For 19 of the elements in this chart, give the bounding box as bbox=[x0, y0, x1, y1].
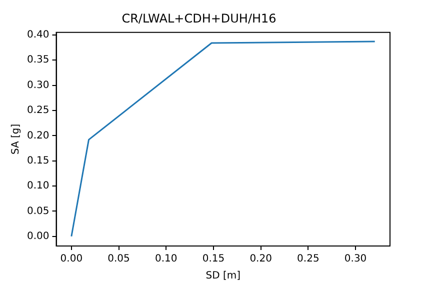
y-tick-label: 0.10 bbox=[27, 180, 50, 192]
chart-title: CR/LWAL+CDH+DUH/H16 bbox=[122, 11, 276, 26]
y-tick-label: 0.20 bbox=[27, 130, 50, 142]
y-tick-label: 0.25 bbox=[27, 105, 50, 116]
x-tick-label: 0.25 bbox=[297, 254, 320, 265]
x-tick-label: 0.15 bbox=[202, 254, 225, 265]
x-tick-label: 0.30 bbox=[344, 254, 367, 265]
y-tick-label: 0.05 bbox=[27, 206, 50, 217]
y-tick-label: 0.35 bbox=[27, 54, 50, 66]
y-axis-title: SA [g] bbox=[10, 124, 22, 155]
y-tick-label: 0.30 bbox=[27, 80, 50, 91]
x-tick-label: 0.20 bbox=[250, 254, 272, 265]
x-tick-label: 0.10 bbox=[154, 254, 178, 265]
x-tick-label: 0.00 bbox=[60, 254, 83, 265]
y-tick-label: 0.15 bbox=[27, 155, 50, 166]
x-tick-label: 0.05 bbox=[108, 254, 130, 265]
y-tick-label: 0.40 bbox=[27, 30, 50, 41]
x-axis-title: SD [m] bbox=[206, 270, 241, 282]
y-tick-label: 0.00 bbox=[27, 231, 50, 242]
